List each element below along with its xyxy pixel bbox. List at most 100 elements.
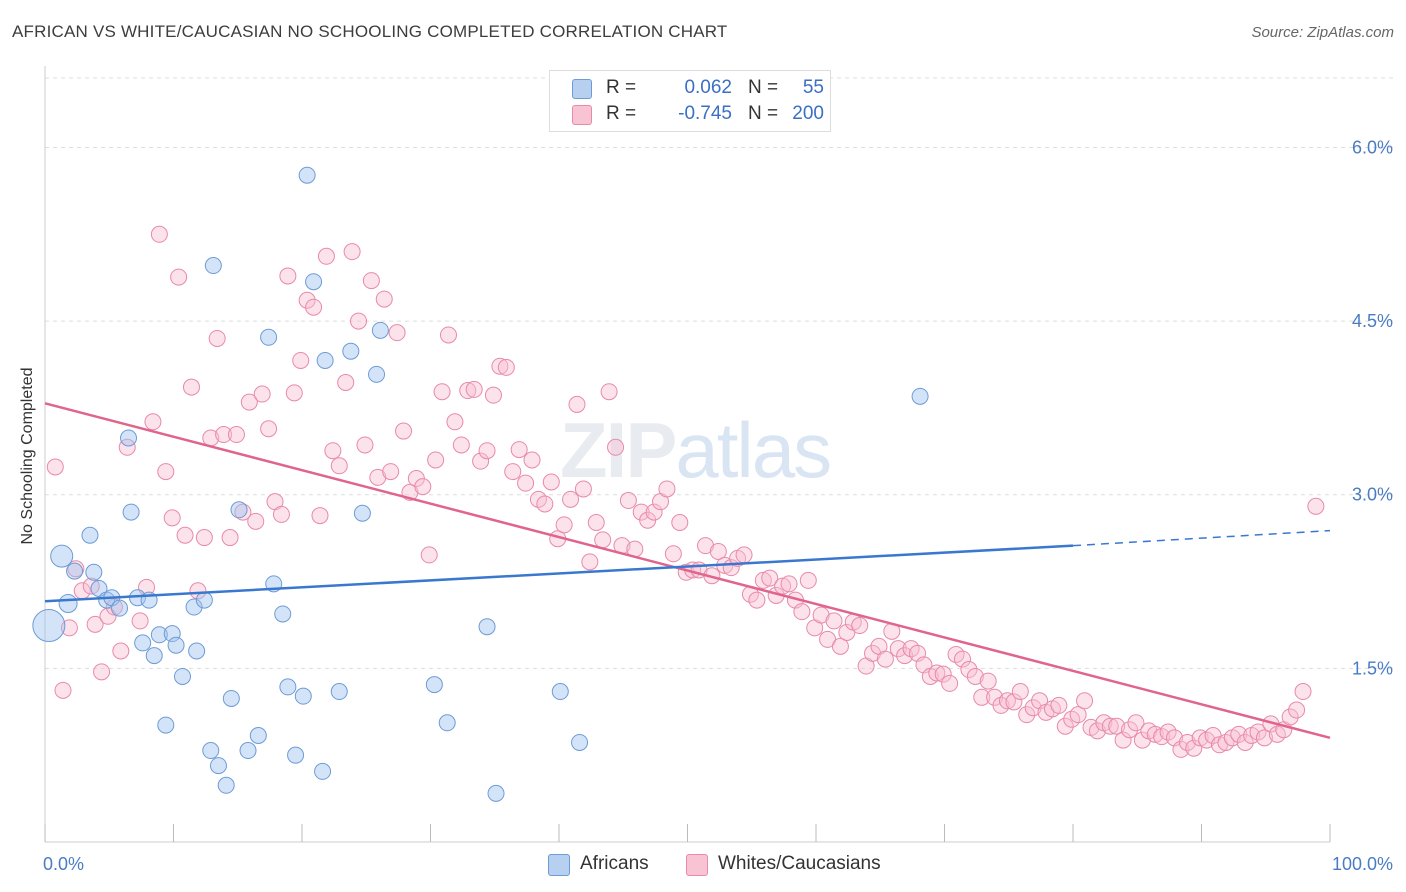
africans-point bbox=[185, 598, 203, 616]
whites-point bbox=[54, 681, 72, 699]
whites-point bbox=[1191, 729, 1209, 747]
whites-point bbox=[93, 663, 111, 681]
whites-point bbox=[305, 298, 323, 316]
africans-point bbox=[478, 618, 496, 636]
whites-point bbox=[420, 546, 438, 564]
bottom-legend-label-whites: Whites/Caucasians bbox=[718, 853, 881, 874]
africans-trend-extension bbox=[1072, 529, 1331, 547]
whites-point bbox=[754, 571, 772, 589]
whites-point bbox=[279, 267, 297, 285]
whites-point bbox=[896, 647, 914, 665]
whites-point bbox=[1056, 717, 1074, 735]
whites-point bbox=[619, 492, 637, 510]
whites-point bbox=[793, 603, 811, 621]
whites-point bbox=[221, 529, 239, 547]
whites-point bbox=[979, 672, 997, 690]
whites-point bbox=[1011, 683, 1029, 701]
africans-point bbox=[487, 784, 505, 802]
africans-point bbox=[342, 342, 360, 360]
x-tick-label: 100.0% bbox=[1332, 854, 1393, 874]
africans-point bbox=[111, 599, 129, 617]
whites-point bbox=[382, 463, 400, 481]
africans-point bbox=[279, 678, 297, 696]
whites-point bbox=[658, 480, 676, 498]
whites-point bbox=[934, 665, 952, 683]
whites-point bbox=[343, 243, 361, 261]
whites-point bbox=[215, 426, 233, 444]
whites-point bbox=[1288, 701, 1306, 719]
whites-point bbox=[208, 329, 226, 347]
whites-point bbox=[928, 664, 946, 682]
whites-point bbox=[966, 667, 984, 685]
whites-point bbox=[60, 619, 78, 637]
whites-point bbox=[356, 436, 374, 454]
whites-point bbox=[953, 650, 971, 668]
africans-point bbox=[371, 321, 389, 339]
whites-point bbox=[1281, 708, 1299, 726]
whites-point bbox=[446, 413, 464, 431]
whites-point bbox=[182, 378, 200, 396]
whites-point bbox=[851, 617, 869, 635]
whites-point bbox=[1159, 723, 1177, 741]
africans-point bbox=[551, 683, 569, 701]
africans-point bbox=[330, 683, 348, 701]
whites-point bbox=[1076, 692, 1094, 710]
correlation-legend: R = 0.062 N = 55 R = -0.745 N = 200 bbox=[549, 70, 831, 132]
africans-point bbox=[353, 504, 371, 522]
africans-point bbox=[911, 387, 929, 405]
whites-point bbox=[497, 358, 515, 376]
whites-point bbox=[112, 642, 130, 660]
africans-point bbox=[188, 642, 206, 660]
africans-point bbox=[145, 647, 163, 665]
legend-n-label: N = bbox=[748, 103, 779, 124]
africans-point bbox=[425, 676, 443, 694]
africans-point bbox=[85, 563, 103, 581]
whites-point bbox=[504, 463, 522, 481]
whites-point bbox=[176, 526, 194, 544]
bottom-legend-swatch-whites bbox=[686, 854, 708, 876]
bottom-legend-label-africans: Africans bbox=[580, 853, 649, 874]
africans-point bbox=[274, 605, 292, 623]
whites-point bbox=[587, 514, 605, 532]
africans-point bbox=[157, 716, 175, 734]
whites-point bbox=[414, 478, 432, 496]
whites-point bbox=[761, 569, 779, 587]
whites-point bbox=[568, 395, 586, 413]
whites-point bbox=[253, 385, 271, 403]
x-tick-label: 0.0% bbox=[43, 854, 84, 874]
whites-point bbox=[799, 571, 817, 589]
whites-point bbox=[472, 452, 490, 470]
africans-point bbox=[150, 626, 168, 644]
whites-point bbox=[388, 324, 406, 342]
whites-point bbox=[1178, 733, 1196, 751]
whites-point bbox=[574, 480, 592, 498]
whites-point bbox=[581, 553, 599, 571]
africans-point bbox=[287, 746, 305, 764]
whites-point bbox=[298, 291, 316, 309]
whites-point bbox=[311, 507, 329, 525]
bottom-legend-swatch-africans bbox=[548, 854, 570, 876]
whites-point bbox=[240, 393, 258, 411]
whites-point bbox=[375, 290, 393, 308]
africans-point bbox=[305, 273, 323, 291]
whites-point bbox=[317, 247, 335, 265]
whites-trend-line bbox=[44, 402, 1331, 740]
whites-point bbox=[607, 438, 625, 456]
whites-point bbox=[645, 503, 663, 521]
whites-point bbox=[484, 386, 502, 404]
whites-point bbox=[227, 426, 245, 444]
whites-point bbox=[86, 615, 104, 633]
whites-point bbox=[748, 591, 766, 609]
africans-point bbox=[209, 757, 227, 775]
whites-point bbox=[973, 688, 991, 706]
whites-point bbox=[452, 436, 470, 454]
whites-point bbox=[157, 463, 175, 481]
africans-point bbox=[368, 365, 386, 383]
whites-point bbox=[941, 674, 959, 692]
whites-point bbox=[831, 637, 849, 655]
whites-point bbox=[1101, 717, 1119, 735]
whites-point bbox=[562, 490, 580, 508]
whites-point bbox=[144, 413, 162, 431]
whites-point bbox=[600, 383, 618, 401]
africans-point bbox=[167, 636, 185, 654]
